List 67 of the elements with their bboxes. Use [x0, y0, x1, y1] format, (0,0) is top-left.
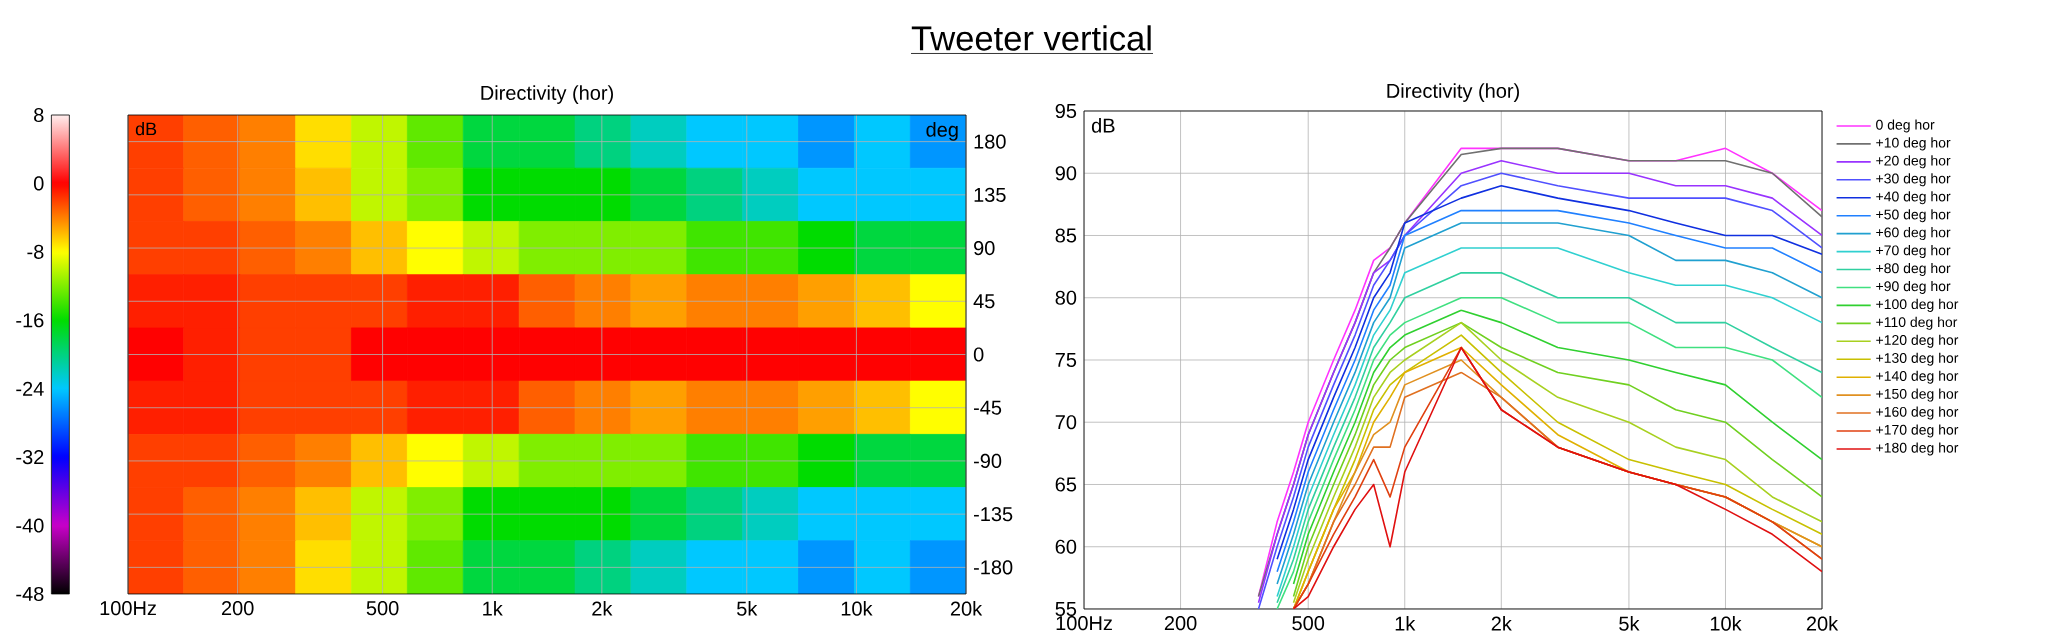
x-tick-label: 500	[366, 601, 399, 616]
y-tick-label: 180	[974, 134, 1006, 149]
legend-label: +20 deg hor	[1876, 155, 1951, 169]
legend-label: +30 deg hor	[1876, 173, 1951, 187]
y-tick-label: 70	[1055, 415, 1077, 430]
legend-label: +120 deg hor	[1876, 334, 1959, 348]
x-tick-label: 2k	[592, 601, 613, 616]
color-bar-label: -8	[27, 244, 44, 259]
x-tick-label: 20k	[950, 601, 983, 616]
y-axis-title: dB	[1091, 118, 1115, 133]
color-bar-label: -16	[16, 313, 44, 328]
y-tick-label: 80	[1055, 290, 1077, 305]
x-tick-label: 200	[221, 601, 254, 616]
y-tick-label: 90	[1055, 166, 1077, 181]
legend-label: +170 deg hor	[1876, 424, 1959, 438]
x-tick-label: 10k	[841, 601, 873, 616]
x-tick-label: 200	[1164, 616, 1197, 631]
x-tick-label: 5k	[737, 601, 758, 616]
x-tick-label: 100Hz	[100, 601, 156, 616]
y-tick-label: 135	[974, 187, 1006, 202]
chart-subtitle: Directivity (hor)	[481, 85, 613, 104]
legend-label: +100 deg hor	[1876, 298, 1959, 312]
chart-title: Directivity (hor)	[1387, 83, 1519, 102]
color-bar-title: dB	[135, 122, 157, 136]
legend-label: +50 deg hor	[1876, 209, 1951, 223]
color-bar-label: 8	[34, 107, 44, 123]
legend-label: +150 deg hor	[1876, 388, 1959, 402]
y-tick-label: 60	[1055, 539, 1077, 554]
color-bar-label: 0	[33, 176, 44, 191]
legend-label: +90 deg hor	[1876, 280, 1951, 294]
y-tick-label: 55	[1055, 602, 1077, 616]
legend-label: +140 deg hor	[1876, 370, 1959, 384]
chart-title: Tweeter vertical	[911, 25, 1151, 51]
color-bar-label: -32	[16, 450, 44, 465]
x-tick-label: 1k	[1395, 616, 1416, 631]
y-tick-label: 90	[974, 240, 995, 256]
color-bar-label: -24	[16, 381, 44, 396]
x-tick-label: 1k	[483, 601, 503, 616]
legend-label: +70 deg hor	[1876, 245, 1951, 259]
y-tick-label: -135	[973, 507, 1013, 522]
y-tick-label: -45	[973, 400, 1002, 415]
x-tick-label: 20k	[1806, 616, 1839, 631]
legend-label: +10 deg hor	[1876, 137, 1951, 151]
x-tick-label: 2k	[1491, 616, 1512, 631]
y-tick-label: 75	[1055, 353, 1077, 367]
legend-label: +110 deg hor	[1876, 316, 1958, 330]
y-tick-label: 65	[1055, 477, 1077, 492]
legend-label: +130 deg hor	[1876, 352, 1959, 366]
x-tick-label: 100Hz	[1056, 616, 1112, 631]
legend-label: +60 deg hor	[1876, 227, 1951, 241]
legend-label: +80 deg hor	[1876, 262, 1951, 277]
y-tick-label: -180	[973, 560, 1013, 575]
y-tick-label: 0	[973, 347, 984, 362]
y-tick-label: 45	[973, 294, 995, 309]
x-tick-label: 10k	[1710, 616, 1742, 631]
x-tick-label: 500	[1292, 616, 1325, 631]
color-bar-label: -48	[16, 586, 44, 602]
y-tick-label: -90	[973, 453, 1002, 469]
legend-label: +40 deg hor	[1876, 191, 1951, 205]
x-tick-label: 5k	[1619, 616, 1640, 631]
y-tick-label: 95	[1055, 103, 1077, 119]
legend-label: 0 deg hor	[1876, 119, 1935, 133]
color-bar-label: -40	[16, 518, 44, 533]
legend-label: +180 deg hor	[1876, 442, 1959, 456]
y-axis-title: deg	[926, 122, 958, 141]
y-tick-label: 85	[1055, 228, 1077, 243]
legend-label: +160 deg hor	[1876, 406, 1959, 420]
